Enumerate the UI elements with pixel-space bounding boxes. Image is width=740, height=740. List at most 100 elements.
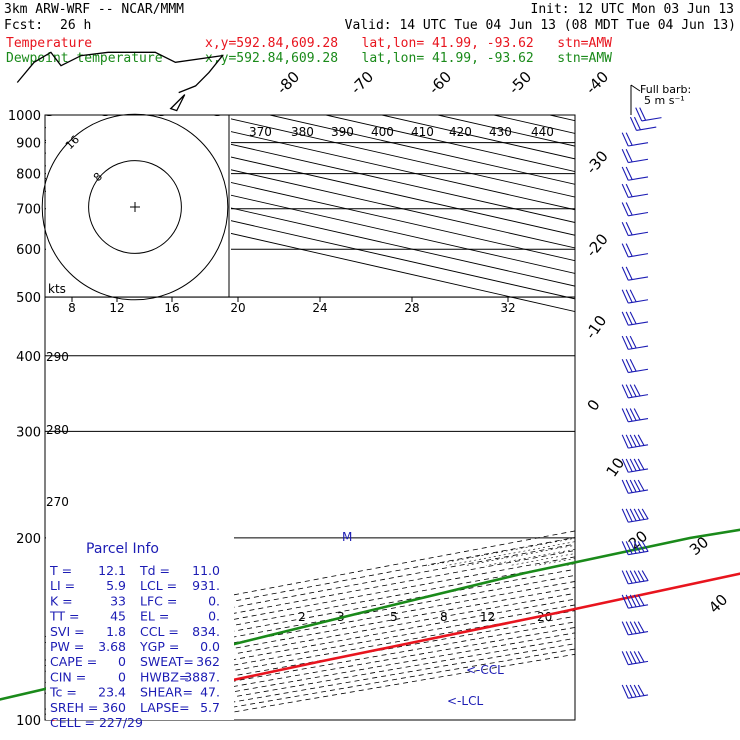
wind-barb-flag — [637, 594, 645, 607]
wind-barb — [621, 621, 649, 636]
wind-barb-staff — [628, 176, 649, 181]
wind-barb-flag — [621, 289, 629, 304]
wind-barb-flag — [629, 408, 637, 421]
wind-barb-flag — [637, 651, 645, 663]
wind-barb-flag — [625, 479, 633, 493]
pressure-tick-label: 700 — [16, 203, 41, 218]
theta-label: 290 — [46, 350, 69, 364]
theta-label: 410 — [411, 125, 434, 139]
wind-barb — [629, 116, 657, 131]
wind-barb-flag — [621, 311, 629, 326]
wind-barb-flag — [629, 684, 637, 698]
wind-barb — [621, 358, 649, 374]
moist-adiabat-line — [692, 115, 740, 566]
wind-barb-flag — [629, 508, 637, 522]
wind-barb-flag — [637, 508, 645, 521]
forecast-label: Fcst: — [4, 18, 44, 33]
pressure-tick-label: 400 — [16, 350, 41, 365]
hodograph-ring-outer — [41, 113, 229, 301]
pressure-tick-label: 200 — [16, 532, 41, 547]
hodograph-ring-label: 12 — [109, 301, 124, 315]
wind-barb-flag — [637, 458, 645, 471]
storm-motion-arrow — [169, 94, 186, 112]
wind-barb-flag — [621, 541, 629, 555]
wind-barb-flag — [621, 183, 629, 198]
isotherm-label: -20 — [582, 230, 612, 260]
wind-barb-flag — [625, 408, 633, 422]
parcel-info-value: 0.0 — [200, 639, 220, 654]
parcel-info-value: 362 — [196, 654, 220, 669]
theta-label: 370 — [249, 125, 272, 139]
isotherm-line — [662, 115, 740, 720]
wind-barb — [621, 508, 649, 523]
hodograph-ring-inner — [88, 160, 182, 254]
wind-barb — [621, 166, 649, 181]
moist-adiabat-line — [465, 544, 575, 566]
parcel-info-value: CIN = — [50, 669, 86, 684]
isotherm-line — [493, 115, 575, 134]
wind-barb-staff — [628, 444, 649, 449]
wind-barb — [621, 222, 649, 237]
pressure-tick-label: 600 — [16, 243, 41, 258]
wind-barb-staff — [628, 417, 649, 423]
wind-barb-flag — [629, 570, 637, 583]
wind-barb-flag — [641, 541, 649, 552]
mixing-ratio-label: 2 — [298, 610, 306, 624]
wind-barb-flag — [629, 116, 637, 131]
plot-frame — [44, 114, 576, 721]
m-marker: M — [342, 530, 352, 544]
hodograph — [16, 51, 575, 302]
isotherm-label: -60 — [425, 68, 455, 98]
wind-barb-flag — [629, 384, 637, 397]
parcel-info-value: 3887. — [184, 669, 220, 684]
wind-barb-staff — [628, 394, 649, 399]
parcel-info-background — [46, 537, 234, 720]
parcel-info-value: 360 — [102, 700, 126, 715]
wind-barb-flag — [625, 202, 633, 216]
wind-barb-flag — [621, 408, 629, 423]
parcel-info-value: 23.4 — [98, 685, 126, 700]
wind-barb-flag — [637, 570, 645, 582]
isotherm-line — [101, 115, 575, 223]
wind-barb-flag — [633, 458, 641, 471]
hodograph-ring-label: 16 — [164, 301, 179, 315]
wind-barb-flag — [629, 311, 637, 325]
wind-barb-flag — [633, 651, 641, 664]
wind-barb-flag — [633, 508, 641, 521]
parcel-info-value: LAPSE= — [140, 700, 190, 715]
wind-barb-flag — [625, 508, 633, 522]
wind-barb-staff — [628, 489, 649, 494]
parcel-info-value: 0 — [118, 669, 126, 684]
wind-barb-flag — [633, 479, 641, 492]
isotherm-line — [157, 115, 575, 211]
wind-barb-flag — [625, 311, 633, 325]
wind-barb-staff — [628, 694, 649, 699]
wind-barb-staff — [628, 550, 649, 556]
wind-barb-flag — [641, 508, 649, 520]
mixing-ratio-label: 12 — [480, 610, 495, 624]
wind-barb-staff — [628, 158, 649, 164]
wind-barb-staff — [628, 660, 649, 666]
wind-barb-staff — [628, 468, 649, 473]
wind-barb-flag — [625, 243, 633, 257]
wind-barb — [621, 266, 649, 281]
parcel-info-value: 47. — [200, 685, 220, 700]
barb-key-value: 5 m s⁻¹ — [644, 94, 685, 107]
forecast-hour: 26 h — [60, 18, 92, 33]
dewpoint-legend-location: x,y=592.84,609.28 lat,lon= 41.99, -93.62… — [205, 51, 612, 66]
wind-barb — [621, 651, 649, 666]
parcel-info-value: 45 — [110, 609, 126, 624]
wind-barb-flag — [625, 541, 633, 555]
moist-adiabat-line — [642, 115, 740, 566]
temperature-legend-name: Temperature — [6, 36, 93, 51]
wind-barb — [621, 384, 649, 399]
isotherm-label: -10 — [582, 312, 611, 342]
isotherm-line — [381, 115, 575, 160]
wind-barb-flag — [621, 458, 629, 473]
wind-barb-flag — [633, 541, 641, 554]
wind-barb-flag — [625, 335, 633, 350]
wind-barb-flag — [621, 651, 629, 665]
parcel-info-value: CCL = — [140, 624, 179, 639]
wind-barb-flag — [621, 479, 629, 494]
